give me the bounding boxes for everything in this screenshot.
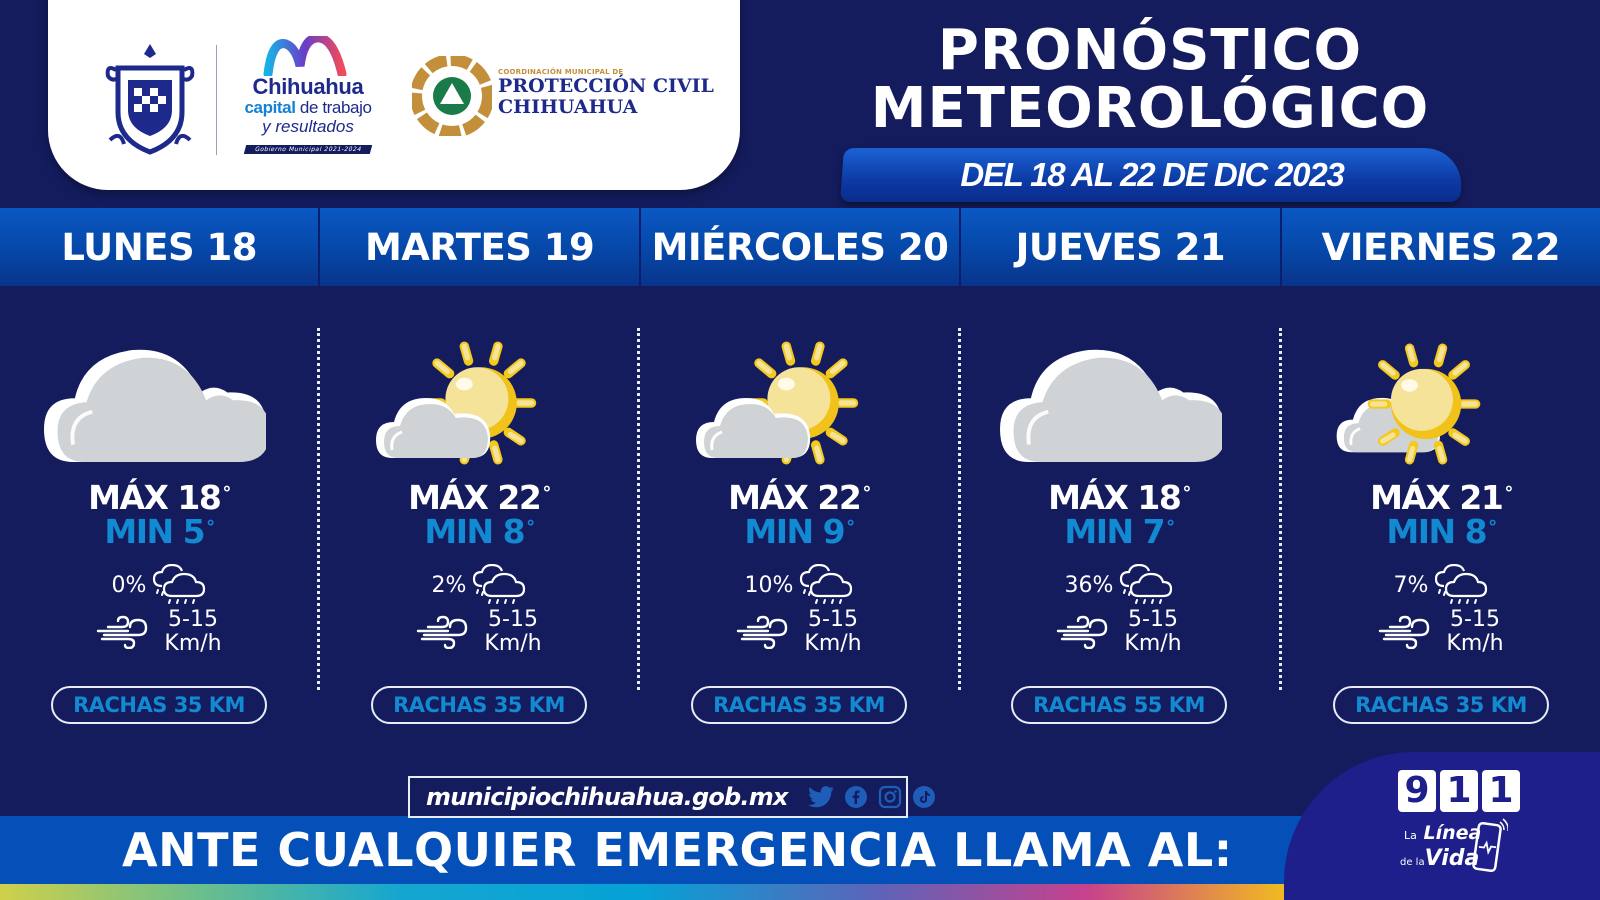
wind-icon [736, 615, 790, 649]
max-temp: MÁX 18 ° [1048, 478, 1191, 517]
day-headers: LUNES 18 MARTES 19 MIÉRCOLES 20 JUEVES 2… [0, 208, 1600, 286]
brand-name: Chihuahua [252, 74, 364, 99]
column-divider [958, 328, 961, 690]
day-column-tuesday: MÁX 22 ° MIN 8 ° 2% 5-15 Km/h RACHAS 35 KM [320, 296, 638, 736]
website-box: municipiochihuahua.gob.mx [408, 776, 935, 818]
wind-speed: 5-15 Km/h [320, 608, 638, 656]
max-temp: MÁX 18 ° [88, 478, 231, 517]
brand-accent: capital [244, 98, 296, 117]
emergency-number: 9 1 1 [1398, 770, 1520, 812]
rain-chance: 0% [0, 564, 318, 606]
lifeline-label-line1: La Línea [1404, 822, 1482, 844]
day-column-wednesday: MÁX 22 ° MIN 9 ° 10% 5-15 Km/h RACHAS 35 KM [640, 296, 958, 736]
brand-mountain-icon [263, 36, 347, 76]
facebook-icon[interactable] [844, 784, 868, 810]
rain-chance: 7% [1282, 564, 1600, 606]
chihuahua-brand-logo: Chihuahua capital de trabajo y resultado… [228, 36, 388, 155]
emergency-text: ANTE CUALQUIER EMERGENCIA LLAMA AL: [122, 823, 1233, 877]
column-divider [637, 328, 640, 690]
max-temp: MÁX 22 ° [408, 478, 551, 517]
wind-speed: 5-15 Km/h [0, 608, 318, 656]
wind-speed: 5-15 Km/h [960, 608, 1278, 656]
rain-cloud-icon [797, 564, 853, 606]
gusts-badge: RACHAS 35 KM [691, 686, 907, 724]
gusts-badge: RACHAS 55 KM [1011, 686, 1227, 724]
column-divider [1279, 328, 1282, 690]
column-divider [317, 328, 320, 690]
cloudy-icon [1000, 348, 1222, 464]
day-header-monday: LUNES 18 [0, 208, 319, 286]
brand-line3: y resultados [262, 117, 354, 136]
date-range: DEL 18 AL 22 DE DIC 2023 [960, 156, 1344, 193]
gusts-badge: RACHAS 35 KM [1333, 686, 1549, 724]
rain-chance: 10% [640, 564, 958, 606]
gusts-badge: RACHAS 35 KM [371, 686, 587, 724]
min-temp: MIN 7 ° [1064, 512, 1175, 551]
wind-icon [96, 615, 150, 649]
website-link[interactable]: municipiochihuahua.gob.mx [426, 783, 788, 811]
rain-chance: 2% [320, 564, 638, 606]
phone-heartbeat-icon [1472, 818, 1508, 873]
page-title: PRONÓSTICO METEOROLÓGICO [870, 18, 1430, 141]
wind-icon [1056, 615, 1110, 649]
logo-divider [216, 45, 217, 155]
max-temp: MÁX 21 ° [1370, 478, 1513, 517]
twitter-icon[interactable] [807, 784, 834, 810]
wind-speed: 5-15 Km/h [1282, 608, 1600, 656]
day-header-thursday: JUEVES 21 [961, 208, 1280, 286]
city-crest-icon [105, 44, 195, 155]
brand-tagline: Gobierno Municipal 2021-2024 [243, 145, 373, 154]
gusts-badge: RACHAS 35 KM [51, 686, 267, 724]
min-temp: MIN 8 ° [1386, 512, 1497, 551]
day-column-friday: MÁX 21 ° MIN 8 ° 7% 5-15 Km/h RACHAS 35 KM [1282, 296, 1600, 736]
min-temp: MIN 9 ° [744, 512, 855, 551]
wind-icon [416, 615, 470, 649]
day-header-tuesday: MARTES 19 [320, 208, 639, 286]
wind-icon [1378, 615, 1432, 649]
rain-cloud-icon [1432, 564, 1488, 606]
max-temp: MÁX 22 ° [728, 478, 871, 517]
day-column-thursday: MÁX 18 ° MIN 7 ° 36% 5-15 Km/h RACHAS 55 KM [960, 296, 1278, 736]
lifeline-label-line2: de laVida [1400, 846, 1480, 871]
civil-protection-emblem-icon [412, 56, 492, 136]
partly-cloudy-icon [696, 316, 958, 466]
cloudy-icon [44, 348, 266, 464]
min-temp: MIN 8 ° [424, 512, 535, 551]
rain-cloud-icon [470, 564, 526, 606]
civil-protection-text: COORDINACIÓN MUNICIPAL DE PROTECCIÓN CIV… [498, 68, 714, 118]
mostly-sunny-icon [1336, 316, 1600, 466]
instagram-icon[interactable] [878, 784, 902, 810]
rainbow-stripe [0, 884, 1600, 900]
tiktok-icon[interactable] [912, 784, 936, 810]
day-header-friday: VIERNES 22 [1281, 208, 1600, 286]
rain-cloud-icon [150, 564, 206, 606]
day-header-wednesday: MIÉRCOLES 20 [640, 208, 960, 286]
day-column-monday: MÁX 18 ° MIN 5 ° 0% 5-15 Km/h RACHAS 35 KM [0, 296, 318, 736]
partly-cloudy-icon [376, 316, 638, 466]
rain-cloud-icon [1117, 564, 1173, 606]
wind-speed: 5-15 Km/h [640, 608, 958, 656]
min-temp: MIN 5 ° [104, 512, 215, 551]
rain-chance: 36% [960, 564, 1278, 606]
brand-line2: de trabajo [295, 98, 372, 117]
